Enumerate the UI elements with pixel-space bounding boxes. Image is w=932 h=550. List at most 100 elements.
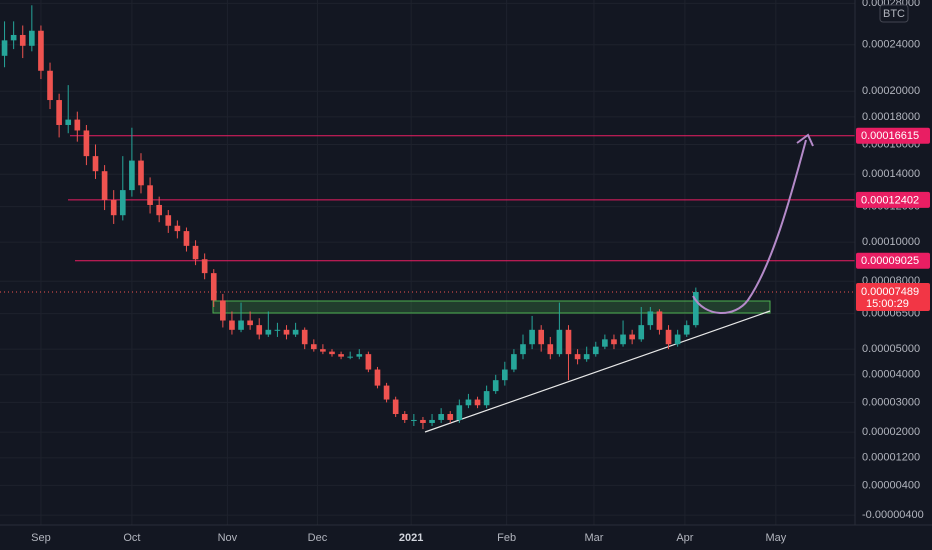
y-tick-label: 0.00004000 [862,369,920,381]
candle-body [483,391,490,406]
candle-body [247,320,253,326]
candle-body [74,119,81,131]
candle-body [583,354,590,360]
level-label: 0.00009025 [861,255,919,267]
countdown-label: 15:00:29 [866,298,909,310]
y-tick-label: 0.00020000 [862,85,920,97]
candle-body [374,369,381,386]
candle-body [101,171,108,200]
candle-body [1,40,8,56]
candle-body [620,334,626,345]
candle-body [201,259,208,274]
level-badge [856,127,930,144]
y-tick-label: 0.00014000 [862,168,920,180]
candle-body [611,339,617,345]
candle-body [292,329,299,335]
level-badge [856,191,930,208]
candle-body [238,320,244,330]
level-badge [856,252,930,269]
candle-body [65,119,72,125]
candle-body [138,160,144,186]
candle-body [192,245,199,260]
x-tick-label: May [765,532,786,544]
candle-body [556,329,563,355]
candle-body [19,34,26,46]
level-label: 0.00016615 [861,130,919,142]
candle-body [92,156,99,172]
candle-body [210,273,217,301]
candle-body [110,199,117,216]
currency-label: BTC [883,8,905,20]
candle-body [165,215,172,226]
candle-body [265,329,272,335]
candle-body [665,329,672,345]
y-tick-label: 0.00000400 [862,479,920,491]
candle-body [356,354,363,357]
candle-body [320,349,326,352]
candle-body [383,385,390,400]
candle-body [183,231,190,246]
candle-body [392,399,399,415]
y-tick-label: 0.00010000 [862,236,920,248]
last-price-label: 0.00007489 [861,286,919,298]
candle-body [538,329,545,345]
candle-body [429,419,435,423]
level-label: 0.00012402 [861,194,919,206]
candle-body [511,354,517,370]
candle-body [492,380,499,392]
y-tick-label: 0.00005000 [862,343,920,355]
candle-body [83,130,90,157]
x-tick-label: Apr [676,532,693,544]
candle-body [674,334,681,345]
candle-body [338,354,344,357]
candle-body [174,225,181,232]
y-tick-label: 0.00003000 [862,396,920,408]
candle-body [274,329,281,331]
y-tick-label: 0.00024000 [862,39,920,51]
candle-body [683,325,690,335]
y-tick-label: 0.00001200 [862,452,920,464]
candle-body [456,405,463,420]
x-tick-label: Mar [584,532,603,544]
candle-body [401,414,408,420]
candle-body [365,354,372,370]
x-tick-label: Feb [497,532,516,544]
candle-body [592,346,599,355]
candle-body [629,334,635,340]
candle-body [256,325,263,335]
candle-body [329,351,335,355]
candle-body [156,204,162,216]
candle-body [547,344,554,355]
candle-body [119,190,126,216]
y-tick-label: -0.00000400 [862,509,924,521]
last-price-badge [856,283,930,312]
candle-body [565,329,572,355]
candle-body [229,320,235,330]
trend-line [424,310,771,433]
candle-body [529,329,535,345]
candle-body [347,356,354,358]
candle-body [147,185,153,205]
y-tick-label: 0.00018000 [862,111,920,123]
candle-body [220,300,226,321]
candle-body [520,344,526,355]
x-tick-label: Dec [308,532,328,544]
candle-body [56,100,62,125]
candle-body [438,414,444,420]
currency-badge[interactable] [879,4,909,23]
arrow-head [796,133,814,147]
axes: 0.000280000.000240000.000200000.00018000… [31,0,930,544]
candle-body [656,311,663,330]
candle-body [129,160,135,191]
candle-body [310,344,317,350]
candles [1,5,699,430]
candle-body [420,419,426,423]
candle-body [38,30,44,71]
x-tick-label: 2021 [399,532,423,544]
candle-body [47,70,53,101]
candle-body [29,30,35,46]
candle-body [574,354,581,360]
candle-body [638,325,645,340]
